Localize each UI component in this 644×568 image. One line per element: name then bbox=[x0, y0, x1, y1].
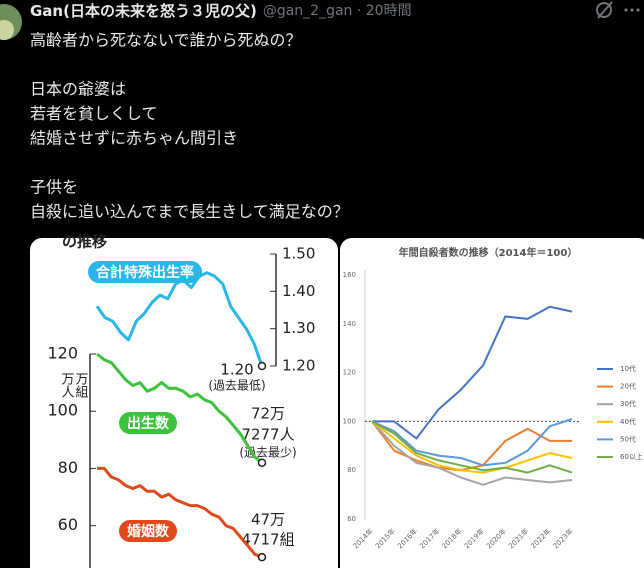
y-tick-label: 140 bbox=[343, 320, 356, 328]
y-tick-label: 80 bbox=[58, 458, 78, 477]
tweet-text-line: 結婚させずに赤ちゃん間引き bbox=[30, 129, 238, 148]
tweet-text-line: 自殺に追い込んでまで長生きして満足なの？ bbox=[30, 202, 349, 221]
legend-label: 20代 bbox=[620, 382, 636, 391]
annotation: 7277人 bbox=[241, 426, 294, 444]
series-label: 合計特殊出生率 bbox=[96, 264, 194, 281]
series-line bbox=[371, 420, 573, 486]
y-tick-label: 100 bbox=[47, 401, 78, 420]
tweet-header: Gan(日本の未来を怒う３児の父) @gan_2_gan · 20時間 bbox=[30, 2, 412, 20]
end-marker bbox=[257, 361, 267, 371]
y2-tick-label: 1.20 bbox=[282, 357, 315, 375]
more-icon[interactable] bbox=[624, 8, 640, 12]
chart-title: の推移 bbox=[62, 233, 107, 251]
annotation: (過去最低) bbox=[208, 379, 265, 393]
series-label-box bbox=[119, 412, 177, 434]
legend-label: 10代 bbox=[620, 364, 636, 373]
annotation: 1.20 bbox=[220, 361, 253, 379]
end-marker bbox=[257, 552, 267, 562]
end-marker bbox=[257, 458, 267, 467]
series-line bbox=[96, 352, 263, 464]
avatar-detail bbox=[0, 20, 14, 40]
legend-label: 50代 bbox=[620, 434, 636, 443]
series-line bbox=[97, 466, 263, 559]
y-tick-label: 160 bbox=[343, 271, 356, 279]
series-label-box bbox=[88, 261, 202, 283]
y-tick-label: 80 bbox=[347, 466, 356, 474]
chart-title: 年間自殺者数の推移（2014年＝100） bbox=[399, 246, 578, 259]
series-line bbox=[371, 420, 573, 474]
series-line bbox=[95, 271, 264, 367]
y2-tick-label: 1.30 bbox=[282, 319, 315, 337]
image-right[interactable] bbox=[340, 238, 644, 568]
series-line bbox=[371, 418, 573, 467]
legend-label: 30代 bbox=[620, 399, 636, 408]
series-label: 婚姻数 bbox=[127, 523, 170, 540]
y2-tick-label: 1.40 bbox=[282, 282, 315, 300]
image-left[interactable] bbox=[30, 238, 338, 568]
y2-tick-label: 1.50 bbox=[282, 245, 315, 263]
series-label-box bbox=[119, 520, 177, 542]
series-label: 出生数 bbox=[127, 415, 170, 432]
tweet-text-line: 日本の爺婆は bbox=[30, 80, 126, 99]
y-tick-label: 120 bbox=[343, 369, 356, 377]
legend-label: 60以上 bbox=[620, 452, 643, 461]
annotation: 4717組 bbox=[241, 531, 294, 549]
tweet-text-line: 若者を貧しくして bbox=[30, 104, 158, 123]
y-tick-label: 60 bbox=[347, 515, 356, 523]
series-line bbox=[371, 420, 573, 474]
annotation: 72万 bbox=[251, 405, 285, 423]
series-line bbox=[372, 305, 573, 440]
tweet-text-line: 子供を bbox=[30, 178, 78, 197]
y-tick-label: 60 bbox=[58, 515, 78, 534]
y-axis-label: 万人 bbox=[59, 372, 75, 398]
grok-icon[interactable] bbox=[596, 1, 613, 19]
annotation: 47万 bbox=[251, 511, 285, 529]
y-tick-label: 120 bbox=[47, 344, 78, 363]
y-tick-label: 100 bbox=[343, 417, 356, 425]
legend-label: 40代 bbox=[620, 417, 636, 426]
author-meta[interactable]: @gan_2_gan · 20時間 bbox=[263, 3, 412, 19]
author-name[interactable]: Gan(日本の未来を怒う３児の父) bbox=[30, 2, 257, 20]
y-axis-label: 万組 bbox=[73, 372, 89, 398]
tweet-text-line: 高齢者から死なないで誰から死ぬの？ bbox=[30, 31, 302, 50]
